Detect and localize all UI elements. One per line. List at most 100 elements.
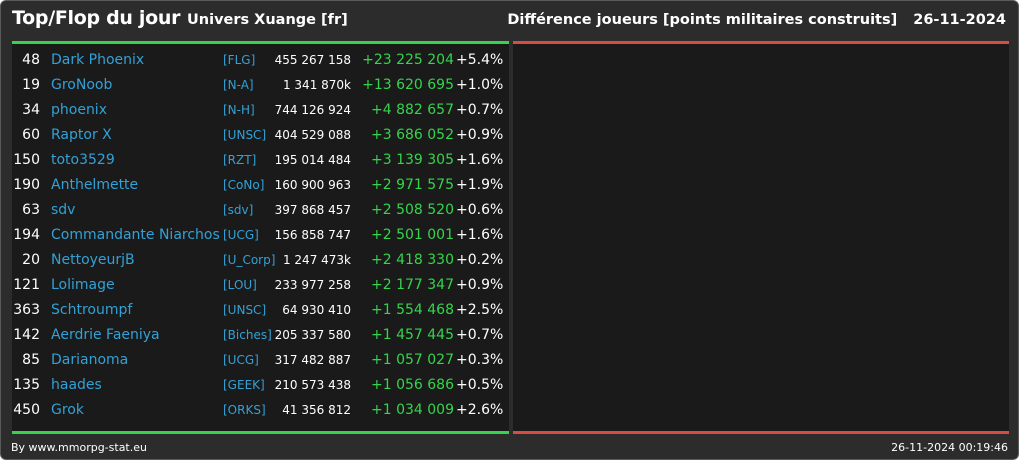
player-name-link[interactable]: phoenix [51,102,107,118]
player-points: 1 341 870k [282,78,351,92]
player-points: 195 014 484 [274,153,351,167]
player-name-link[interactable]: GroNoob [51,77,113,93]
alliance-tag-link[interactable]: [UNSC] [223,303,267,317]
player-rank: 60 [22,127,40,143]
player-points: 233 977 258 [274,278,351,292]
player-rank: 121 [13,277,40,293]
player-points: 455 267 158 [274,53,351,67]
flop-panel [513,44,1009,431]
alliance-tag-link[interactable]: [sdv] [223,203,254,217]
player-points: 744 126 924 [274,103,351,117]
player-points: 156 858 747 [274,228,351,242]
alliance-tag-link[interactable]: [LOU] [223,278,257,292]
table-row: 20 NettoyeurjB [U_Corp] 1 247 473k +2 418 33… [12,248,509,273]
top-players-list: 48 Dark Phoenix [FLG] 455 267 158 +23 225 20… [12,48,509,423]
points-difference: +23 225 204 [362,52,454,68]
alliance-tag-link[interactable]: [N-A] [223,78,254,92]
player-rank: 135 [13,377,40,393]
alliance-tag-link[interactable]: [UCG] [223,353,259,367]
player-points: 160 900 963 [274,178,351,192]
table-row: 60 Raptor X [UNSC] 404 529 088 +3 686 052 +0.… [12,123,509,148]
player-points: 1 247 473k [282,253,351,267]
alliance-tag-link[interactable]: [GEEK] [223,378,265,392]
points-difference: +2 508 520 [371,202,454,218]
points-difference: +4 882 657 [371,102,454,118]
player-rank: 34 [22,102,40,118]
page-title: Top/Flop du jour [12,7,181,29]
player-points: 205 337 580 [274,328,351,342]
player-name-link[interactable]: toto3529 [51,152,115,168]
alliance-tag-link[interactable]: [N-H] [223,103,255,117]
percent-change: +1.6% [456,152,504,168]
percent-change: +0.7% [456,327,504,343]
percent-change: +0.3% [456,352,504,368]
top-panel [12,44,509,431]
player-name-link[interactable]: Darianoma [51,352,129,368]
player-rank: 363 [13,302,40,318]
universe-label: Univers Xuange [fr] [187,12,348,28]
player-points: 317 482 887 [274,353,351,367]
points-difference: +2 971 575 [371,177,454,193]
table-row: 63 sdv [sdv] 397 868 457 +2 508 520 +0.6% [12,198,509,223]
player-name-link[interactable]: Schtroumpf [51,302,133,318]
footer-credit[interactable]: By www.mmorpg-stat.eu [11,441,147,454]
percent-change: +0.9% [456,277,504,293]
percent-change: +0.9% [456,127,504,143]
table-row: 190 Anthelmette [CoNo] 160 900 963 +2 971 57… [12,173,509,198]
player-name-link[interactable]: haades [51,377,102,393]
player-name-link[interactable]: Dark Phoenix [51,52,145,68]
player-name-link[interactable]: Raptor X [51,127,112,143]
player-points: 41 356 812 [282,403,351,417]
player-name-link[interactable]: Anthelmette [51,177,139,193]
alliance-tag-link[interactable]: [ORKS] [223,403,266,417]
table-row: 34 phoenix [N-H] 744 126 924 +4 882 657 +0.7% [12,98,509,123]
top-accent-bar-lower [12,431,509,434]
player-points: 404 529 088 [274,128,351,142]
points-difference: +1 457 445 [371,327,454,343]
flop-accent-bar-lower [513,431,1009,434]
table-row: 19 GroNoob [N-A] 1 341 870k +13 620 695 +1.0% [12,73,509,98]
points-difference: +3 139 305 [371,152,454,168]
alliance-tag-link[interactable]: [Biches] [223,328,272,342]
points-difference: +13 620 695 [362,77,454,93]
percent-change: +1.9% [456,177,504,193]
top-accent-bar-upper [12,41,509,44]
table-row: 363 Schtroumpf [UNSC] 64 930 410 +1 554 468 +… [12,298,509,323]
alliance-tag-link[interactable]: [U_Corp] [223,253,276,267]
percent-change: +1.0% [456,77,504,93]
header-date: 26-11-2024 [913,12,1006,28]
alliance-tag-link[interactable]: [FLG] [223,53,256,67]
points-difference: +1 034 009 [371,402,454,418]
player-rank: 20 [22,252,40,268]
player-points: 64 930 410 [282,303,351,317]
alliance-tag-link[interactable]: [RZT] [223,153,257,167]
percent-change: +0.7% [456,102,504,118]
footer-timestamp: 26-11-2024 00:19:46 [891,441,1008,454]
player-name-link[interactable]: Lolimage [51,277,115,293]
player-rank: 19 [22,77,40,93]
alliance-tag-link[interactable]: [CoNo] [223,178,265,192]
player-name-link[interactable]: sdv [51,202,76,218]
player-name-link[interactable]: Grok [51,402,84,418]
table-row: 150 toto3529 [RZT] 195 014 484 +3 139 305 +1.… [12,148,509,173]
table-row: 194 Commandante Niarchos [UCG] 156 858 747 +… [12,223,509,248]
percent-change: +1.6% [456,227,504,243]
alliance-tag-link[interactable]: [UCG] [223,228,259,242]
player-name-link[interactable]: Aerdrie Faeniya [51,327,160,343]
player-points: 210 573 438 [274,378,351,392]
player-name-link[interactable]: NettoyeurjB [51,252,135,268]
alliance-tag-link[interactable]: [UNSC] [223,128,267,142]
points-difference: +1 057 027 [371,352,454,368]
percent-change: +2.5% [456,302,504,318]
player-name-link[interactable]: Commandante Niarchos [51,227,220,243]
flop-accent-bar-upper [513,41,1009,44]
percent-change: +5.4% [456,52,504,68]
player-rank: 190 [13,177,40,193]
player-rank: 48 [22,52,40,68]
table-row: 121 Lolimage [LOU] 233 977 258 +2 177 347 +0.… [12,273,509,298]
player-rank: 85 [22,352,40,368]
points-difference: +1 554 468 [371,302,454,318]
points-difference: +3 686 052 [371,127,454,143]
table-row: 450 Grok [ORKS] 41 356 812 +1 034 009 +2.6% [12,398,509,423]
